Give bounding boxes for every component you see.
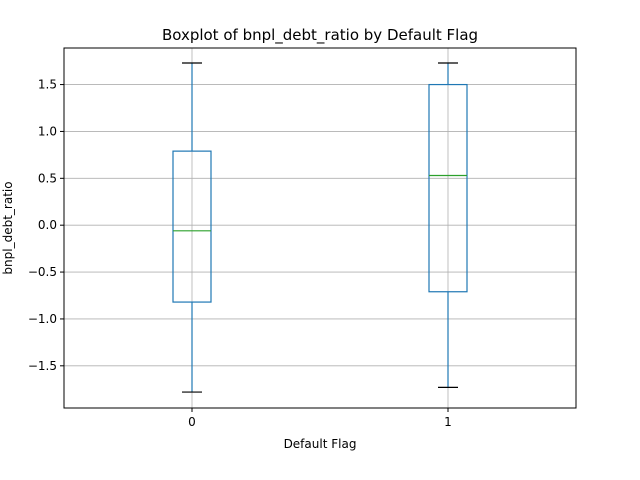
y-tick-label: 1.5 (38, 78, 57, 92)
y-tick-label: 1.0 (38, 124, 57, 138)
box-series (172, 62, 468, 393)
y-tick-label: 0.0 (38, 218, 57, 232)
chart-title: Boxplot of bnpl_debt_ratio by Default Fl… (162, 26, 478, 45)
grid-lines (64, 48, 576, 408)
y-tick-label: −1.0 (28, 312, 57, 326)
y-tick-label: −1.5 (28, 359, 57, 373)
box-group-0 (172, 62, 212, 393)
y-tick-label: −0.5 (28, 265, 57, 279)
iqr-box (428, 83, 468, 293)
ticks: −1.5 −1.0 −0.5 0.0 0.5 1.0 1.5 0 1 (28, 78, 452, 429)
y-axis-label: bnpl_debt_ratio (1, 181, 15, 274)
x-tick-label: 1 (444, 415, 452, 429)
box-group-1 (428, 62, 468, 388)
axes-frame (63, 47, 577, 409)
iqr-box (172, 150, 212, 303)
y-tick-label: 0.5 (38, 171, 57, 185)
x-tick-label: 0 (188, 415, 196, 429)
x-axis-label: Default Flag (284, 437, 357, 451)
